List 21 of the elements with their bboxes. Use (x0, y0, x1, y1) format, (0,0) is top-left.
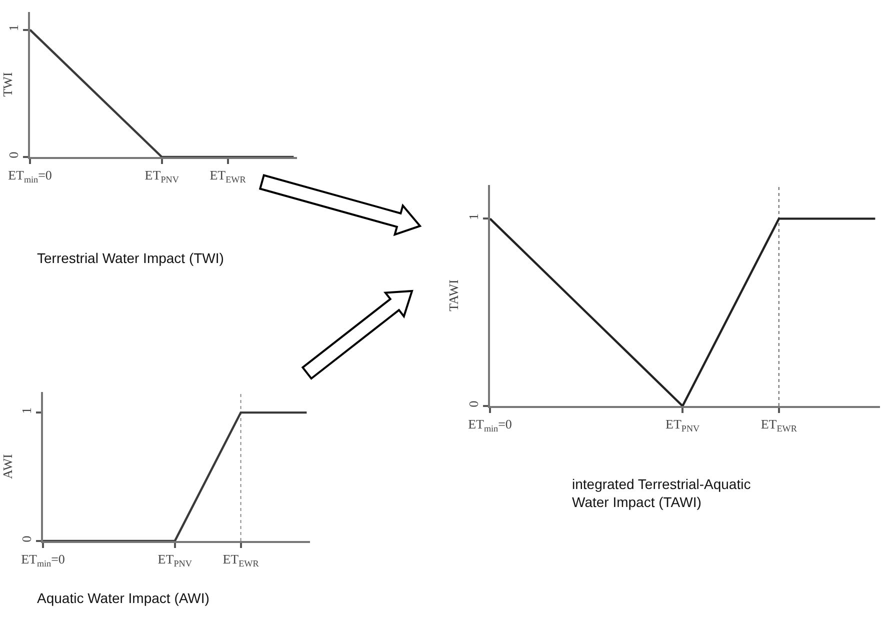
text: Terrestrial Water Impact (TWI) (37, 250, 224, 266)
x-tick-label: ET$_{PNV}$ (666, 416, 700, 434)
y-tick-label: 1 (466, 214, 481, 220)
y-tick-label: 1 (6, 24, 21, 32)
y-tick-label: 1 (18, 407, 34, 414)
x-tick-label: ET$_{EWR}$ (760, 416, 798, 434)
x-tick-label: ET$_{min}$=0 (8, 168, 52, 184)
x-tick-label: ET$_{min}$=0 (468, 416, 512, 434)
y-axis-title: TWI (0, 72, 15, 97)
text: integrated Terrestrial-Aquatic Water Impact (TAWI) (572, 476, 751, 510)
y-tick-label: 0 (6, 152, 21, 158)
text: Aquatic Water Impact (AWI) (37, 590, 210, 606)
x-tick-label: ET$_{PNV}$ (158, 552, 192, 568)
y-tick-label: 0 (466, 400, 481, 408)
x-tick-label: ET$_{PNV}$ (144, 168, 180, 184)
y-axis-title: AWI (0, 454, 15, 479)
x-tick-label: ET$_{EWR}$ (222, 552, 260, 568)
y-axis-title: TAWI (446, 280, 462, 312)
x-tick-label: ET$_{EWR}$ (210, 168, 247, 184)
x-tick-label: ET$_{min}$=0 (21, 552, 65, 568)
y-tick-label: 0 (18, 536, 34, 542)
